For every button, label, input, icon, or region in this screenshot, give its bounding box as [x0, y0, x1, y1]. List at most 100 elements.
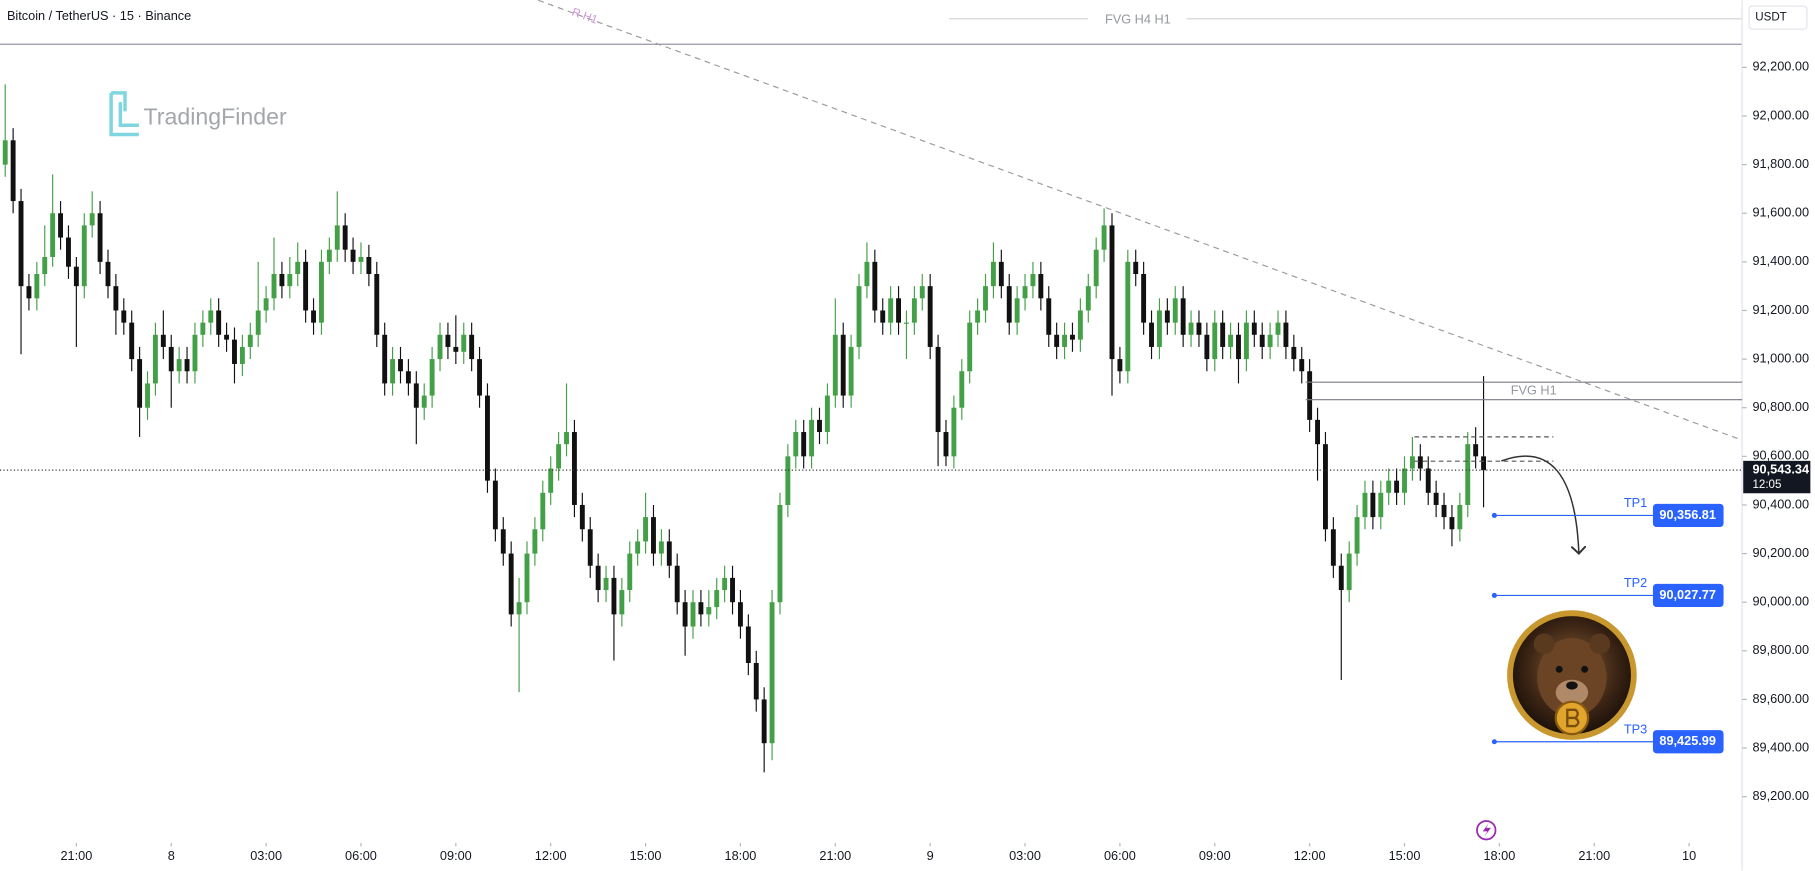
- candle-body: [896, 298, 902, 323]
- candle-body: [58, 213, 64, 238]
- x-tick-label: 21:00: [819, 848, 851, 863]
- candle-body: [366, 256, 372, 275]
- candle-body: [508, 553, 514, 615]
- candle-body: [405, 371, 411, 384]
- target-price: 90,356.81: [1659, 507, 1716, 522]
- x-tick-label: 09:00: [1199, 848, 1231, 863]
- candle-body: [469, 334, 475, 360]
- candle-body: [1283, 322, 1289, 347]
- candle-body: [911, 298, 917, 323]
- candle-body: [682, 602, 688, 627]
- x-tick-label: 09:00: [440, 848, 472, 863]
- candle-body: [184, 359, 190, 372]
- x-tick-label: 15:00: [630, 848, 662, 863]
- y-tick-label: 91,000.00: [1752, 350, 1809, 365]
- candle-body: [485, 395, 490, 481]
- candle-body: [967, 322, 973, 372]
- target-price-box: [1652, 730, 1724, 754]
- target-price: 90,027.77: [1659, 587, 1716, 602]
- candle-body: [137, 359, 143, 408]
- candle-body: [1378, 492, 1384, 518]
- candle-body: [627, 553, 633, 591]
- candle-body: [1180, 298, 1186, 335]
- candle-body: [1077, 310, 1083, 340]
- currency-box[interactable]: [1748, 5, 1808, 30]
- candle-body: [429, 359, 435, 396]
- y-tick-label: 91,400.00: [1752, 253, 1809, 268]
- candle-body: [271, 274, 277, 299]
- candle-body: [722, 577, 728, 591]
- x-tick-label: 06:00: [345, 848, 377, 863]
- x-tick-label: 9: [927, 848, 934, 863]
- candle-body: [1362, 492, 1368, 518]
- fvg-h4-label: FVG H4 H1: [1105, 11, 1171, 26]
- candle-body: [326, 249, 332, 262]
- candle-body: [1093, 249, 1099, 287]
- candle-body: [579, 504, 585, 530]
- candle-body: [287, 274, 293, 287]
- candle-body: [785, 456, 791, 505]
- candle-body: [224, 334, 230, 340]
- candle-body: [714, 590, 720, 608]
- candle-body: [1085, 286, 1091, 311]
- candle-body: [1014, 298, 1020, 323]
- candle-body: [690, 602, 696, 627]
- axes: 89,200.00 89,400.00 89,600.00 89,800.00 90,0…: [60, 59, 1809, 863]
- candle-body: [674, 565, 680, 603]
- candle-body: [1291, 346, 1297, 360]
- candle-body: [160, 334, 166, 347]
- candle-body: [1022, 286, 1028, 299]
- y-tick-label: 92,000.00: [1752, 107, 1809, 122]
- alert-icon[interactable]: [1476, 820, 1497, 841]
- candle-body: [556, 444, 562, 469]
- y-tick-label: 90,200.00: [1752, 545, 1809, 560]
- plot: [2, 84, 1487, 773]
- candle-body: [848, 346, 854, 396]
- candle-body: [1354, 517, 1360, 554]
- candle-body: [200, 322, 206, 335]
- candle-body: [1204, 334, 1210, 360]
- y-tick-label: 91,800.00: [1752, 156, 1809, 171]
- candle-body: [500, 529, 506, 554]
- candle-body: [698, 602, 704, 615]
- candle-body: [951, 407, 957, 457]
- fvg-h1-label: FVG H1: [1511, 382, 1557, 397]
- candle-body: [374, 274, 380, 335]
- target-price-box: [1652, 503, 1724, 528]
- y-tick-label: 90,400.00: [1752, 496, 1809, 511]
- candle-body: [919, 286, 925, 299]
- x-tick-label: 18:00: [725, 848, 757, 863]
- candle-body: [1054, 334, 1060, 347]
- symbol-title: Bitcoin / TetherUS · 15 · Binance: [7, 8, 191, 23]
- last-price-box: [1743, 460, 1811, 494]
- candle-body: [477, 359, 483, 396]
- candle-body: [864, 261, 870, 287]
- target-dot: [1491, 592, 1497, 598]
- y-tick-label: 90,000.00: [1752, 594, 1809, 609]
- candle-body: [927, 286, 933, 347]
- candle-body: [445, 334, 451, 347]
- candle-body: [311, 310, 316, 323]
- candle-body: [904, 322, 909, 324]
- candle-body: [1172, 298, 1178, 323]
- candle-body: [97, 213, 103, 262]
- candle-body: [548, 468, 554, 493]
- candle-body: [334, 225, 340, 250]
- candle-body: [888, 298, 894, 323]
- candle-body: [1220, 322, 1226, 347]
- candle-body: [1251, 322, 1257, 335]
- countdown: 12:05: [1752, 479, 1781, 491]
- candle-body: [18, 201, 24, 287]
- candle-body: [192, 334, 198, 372]
- target-label: TP1: [1624, 495, 1647, 510]
- candle-body: [50, 213, 56, 257]
- candle-body: [208, 310, 214, 323]
- candle-body: [983, 286, 988, 311]
- candle-body: [1101, 225, 1107, 250]
- x-tick-label: 18:00: [1483, 848, 1515, 863]
- candle-body: [66, 237, 71, 267]
- candle-body: [1196, 322, 1202, 335]
- projection-arrow: [1501, 455, 1579, 553]
